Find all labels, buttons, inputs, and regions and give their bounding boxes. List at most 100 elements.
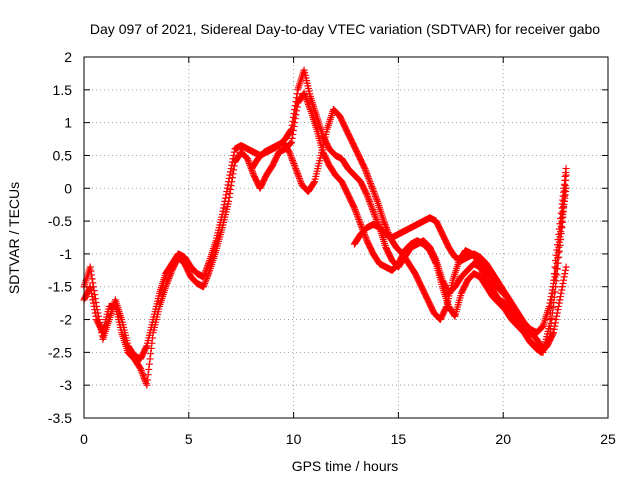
data-point [87, 267, 95, 275]
data-point [558, 286, 566, 294]
data-point [204, 271, 212, 279]
data-point [352, 209, 360, 217]
data-point [301, 91, 309, 99]
data-point [555, 299, 563, 307]
data-point [162, 283, 170, 291]
data-point [230, 148, 238, 156]
y-tick-label: 2 [64, 49, 72, 65]
data-point [372, 194, 380, 202]
data-point [162, 281, 170, 289]
data-point [288, 134, 296, 142]
data-point [228, 174, 236, 182]
data-point [144, 376, 152, 384]
data-point [302, 94, 310, 102]
data-point [166, 273, 174, 281]
data-point [366, 178, 374, 186]
y-tick-label: 1.5 [53, 82, 73, 98]
data-point [293, 90, 301, 98]
data-point [382, 222, 390, 230]
data-point [362, 168, 370, 176]
y-tick-label: -2 [60, 312, 73, 328]
data-point [244, 156, 252, 164]
data-point [166, 271, 174, 279]
data-point [354, 212, 362, 220]
data-point [306, 104, 314, 112]
data-point [86, 263, 94, 271]
data-point [555, 243, 563, 251]
data-point [367, 181, 375, 189]
data-point [249, 170, 257, 178]
data-point [442, 304, 450, 312]
data-point [294, 171, 302, 179]
data-point [288, 138, 296, 146]
data-point [368, 204, 376, 212]
y-tick-label: 0.5 [53, 147, 73, 163]
data-point [88, 289, 96, 297]
data-point [88, 293, 96, 301]
data-point [289, 156, 297, 164]
data-point [361, 165, 369, 173]
data-point [553, 259, 561, 267]
data-point [550, 325, 558, 333]
data-point [355, 215, 363, 223]
data-point [550, 329, 558, 337]
x-tick-label: 10 [286, 431, 302, 447]
data-point [300, 89, 308, 97]
data-point [301, 92, 309, 100]
x-tick-label: 0 [80, 431, 88, 447]
data-point [294, 170, 302, 178]
data-point [365, 196, 373, 204]
data-point [556, 233, 564, 241]
data-point [357, 220, 365, 228]
data-point [303, 97, 311, 105]
data-point [165, 275, 173, 283]
data-point [450, 311, 458, 319]
plot-frame [83, 56, 609, 419]
data-point [552, 270, 560, 278]
x-tick-label: 15 [391, 431, 407, 447]
data-point [357, 222, 365, 230]
data-point [223, 184, 231, 192]
data-point [559, 279, 567, 287]
data-point [547, 293, 555, 301]
data-point [370, 189, 378, 197]
y-tick-label: -1 [60, 246, 73, 262]
data-point [355, 217, 363, 225]
data-point [202, 276, 210, 284]
data-point [362, 234, 370, 241]
data-point [371, 211, 379, 219]
data-point [167, 270, 175, 278]
data-point [88, 271, 96, 279]
data-point [367, 201, 375, 209]
data-point [147, 344, 155, 352]
data-point [289, 130, 297, 138]
x-tick-labels: 0 5 10 15 20 25 [80, 431, 616, 447]
y-tick-label: -2.5 [48, 344, 72, 360]
data-point [370, 188, 378, 196]
y-tick-labels: -3.5 -3 -2.5 -2 -1.5 -1 -0.5 0 0.5 1 1.5 2 [48, 49, 72, 426]
data-point [364, 192, 372, 200]
data-point [557, 222, 565, 230]
data-point [199, 283, 207, 291]
data-point [365, 197, 373, 205]
data-point [138, 370, 146, 378]
data-point [555, 238, 563, 246]
data-point [352, 207, 360, 215]
data-point [225, 193, 233, 201]
data-point [289, 127, 297, 135]
data-point [227, 182, 235, 190]
data-point [555, 302, 563, 310]
data-point [220, 204, 228, 212]
data-point [140, 375, 148, 383]
data-points [80, 66, 570, 389]
data-point [91, 309, 99, 317]
y-tick-label: 0 [64, 180, 72, 196]
data-point [562, 263, 570, 271]
data-point [382, 224, 390, 232]
data-point [368, 183, 376, 191]
data-point [290, 161, 298, 169]
data-point [362, 190, 370, 198]
data-point [550, 276, 558, 284]
data-point [138, 368, 146, 376]
data-point [365, 174, 373, 182]
